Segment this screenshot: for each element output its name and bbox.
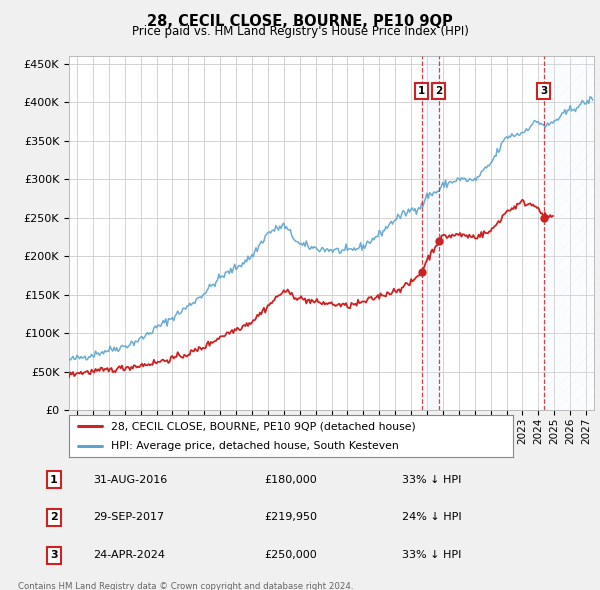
Text: 1: 1 xyxy=(418,86,425,96)
Text: 2: 2 xyxy=(435,86,443,96)
Text: £219,950: £219,950 xyxy=(264,513,317,522)
Text: 3: 3 xyxy=(50,550,58,560)
Text: 28, CECIL CLOSE, BOURNE, PE10 9QP (detached house): 28, CECIL CLOSE, BOURNE, PE10 9QP (detac… xyxy=(111,421,416,431)
Text: 31-AUG-2016: 31-AUG-2016 xyxy=(93,475,167,484)
Text: 33% ↓ HPI: 33% ↓ HPI xyxy=(402,550,461,560)
Text: 29-SEP-2017: 29-SEP-2017 xyxy=(93,513,164,522)
Text: Contains HM Land Registry data © Crown copyright and database right 2024.: Contains HM Land Registry data © Crown c… xyxy=(18,582,353,590)
Text: 24% ↓ HPI: 24% ↓ HPI xyxy=(402,513,461,522)
Text: Price paid vs. HM Land Registry's House Price Index (HPI): Price paid vs. HM Land Registry's House … xyxy=(131,25,469,38)
Bar xyxy=(422,56,439,410)
Text: 2: 2 xyxy=(50,513,58,522)
Text: 1: 1 xyxy=(50,475,58,484)
Bar xyxy=(544,56,594,410)
Text: £250,000: £250,000 xyxy=(264,550,317,560)
Text: 24-APR-2024: 24-APR-2024 xyxy=(93,550,165,560)
Text: 28, CECIL CLOSE, BOURNE, PE10 9QP: 28, CECIL CLOSE, BOURNE, PE10 9QP xyxy=(147,14,453,28)
Text: £180,000: £180,000 xyxy=(264,475,317,484)
Text: HPI: Average price, detached house, South Kesteven: HPI: Average price, detached house, Sout… xyxy=(111,441,399,451)
Text: 3: 3 xyxy=(540,86,547,96)
Text: 33% ↓ HPI: 33% ↓ HPI xyxy=(402,475,461,484)
